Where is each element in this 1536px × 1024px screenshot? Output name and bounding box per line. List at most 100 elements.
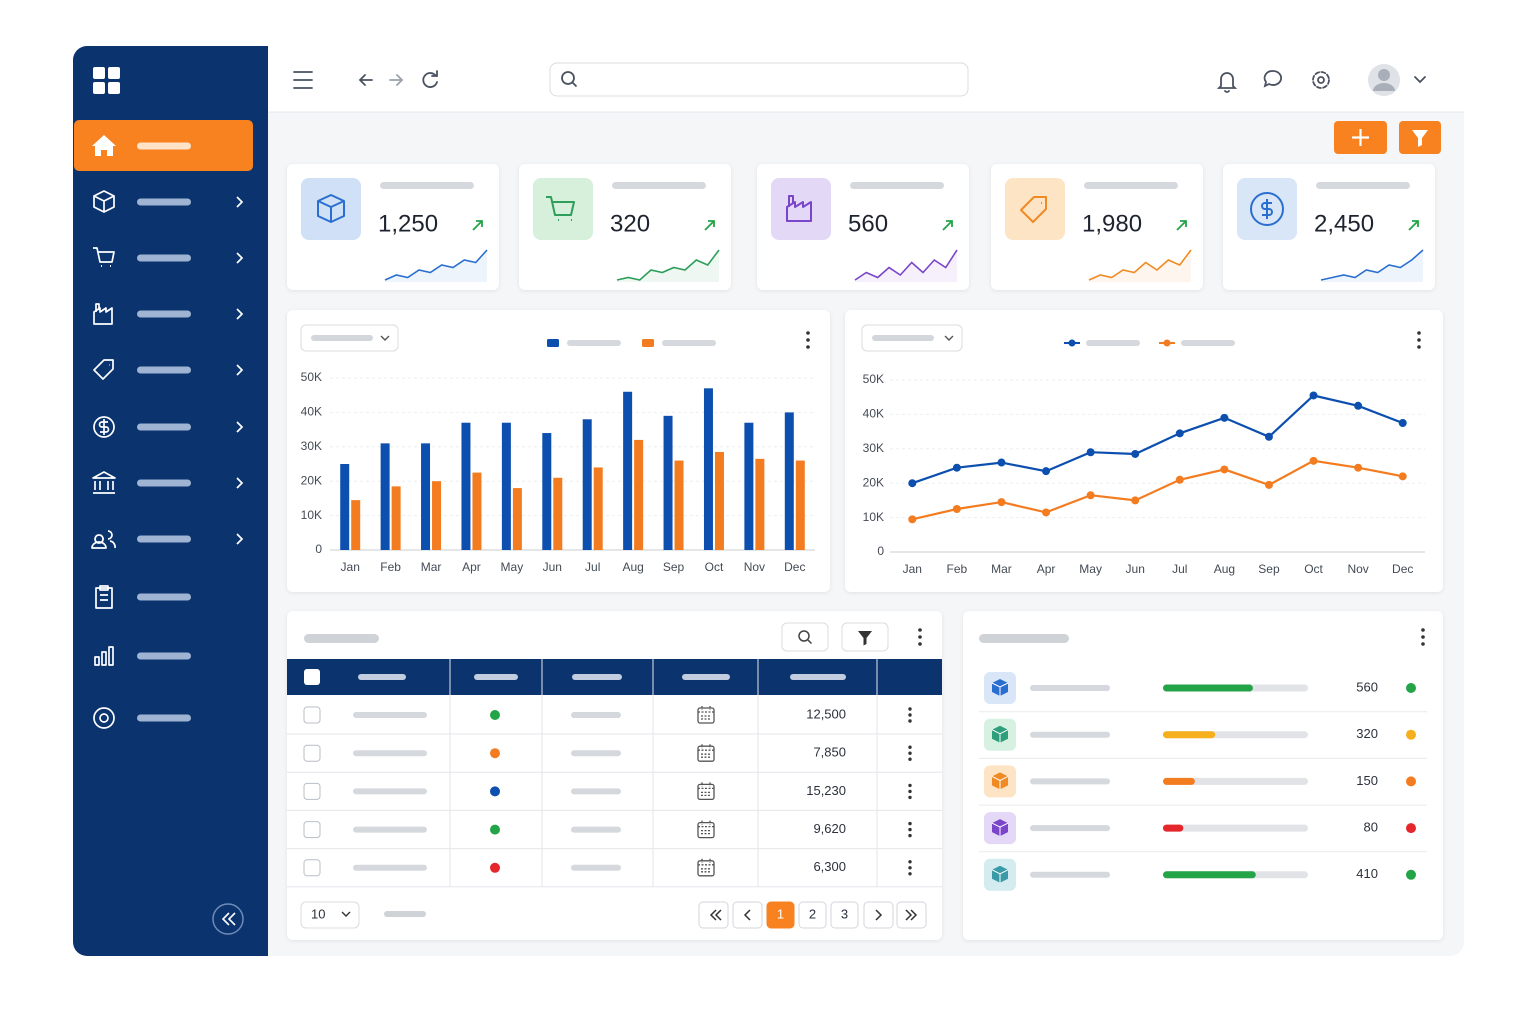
nav-item[interactable] bbox=[91, 530, 244, 549]
icon-part bbox=[317, 194, 345, 223]
nav-icon bbox=[93, 303, 113, 325]
y-tick-label: 0 bbox=[315, 542, 322, 556]
row-menu[interactable] bbox=[908, 745, 912, 761]
nav-label-placeholder bbox=[137, 652, 191, 660]
add-button[interactable] bbox=[1334, 121, 1387, 154]
menu-button[interactable] bbox=[293, 71, 313, 89]
bar-chart-menu[interactable] bbox=[806, 331, 810, 349]
row-checkbox[interactable] bbox=[303, 744, 321, 762]
y-tick-label: 10K bbox=[301, 508, 322, 522]
icon-part bbox=[1020, 196, 1047, 223]
bar bbox=[461, 422, 471, 550]
next-page-button[interactable] bbox=[863, 901, 894, 929]
x-tick-label: Jul bbox=[1172, 562, 1187, 576]
icon-part bbox=[786, 195, 812, 222]
icon-part bbox=[698, 820, 714, 835]
page-button[interactable] bbox=[766, 901, 795, 929]
x-tick-label: Mar bbox=[421, 560, 442, 574]
row-menu[interactable] bbox=[908, 707, 912, 723]
sparkline bbox=[854, 249, 958, 281]
first-page-button[interactable] bbox=[698, 901, 729, 929]
nav-label-placeholder bbox=[137, 535, 191, 543]
nav-icon bbox=[93, 359, 114, 380]
row-menu[interactable] bbox=[908, 860, 912, 876]
profile-dropdown[interactable] bbox=[1414, 76, 1426, 84]
icon-part bbox=[93, 303, 113, 325]
table-filter-button[interactable] bbox=[841, 622, 889, 652]
icon-part bbox=[697, 745, 715, 762]
line-chart-dropdown[interactable] bbox=[861, 324, 963, 352]
y-tick-label: 20K bbox=[301, 473, 322, 487]
bar-chart-dropdown[interactable] bbox=[300, 324, 399, 352]
nav-item[interactable] bbox=[93, 707, 191, 729]
prev-page-button[interactable] bbox=[732, 901, 763, 929]
kpi-label-placeholder bbox=[612, 182, 706, 189]
nav-chevron bbox=[236, 533, 244, 545]
table-menu[interactable] bbox=[918, 628, 922, 646]
legend-marker bbox=[1163, 339, 1171, 347]
item-value: 320 bbox=[1356, 726, 1378, 741]
row-checkbox[interactable] bbox=[303, 859, 321, 877]
nav-item[interactable] bbox=[95, 585, 191, 609]
bar bbox=[714, 451, 724, 550]
sparkline-area bbox=[855, 250, 957, 282]
row-checkbox[interactable] bbox=[303, 821, 321, 839]
notifications-button[interactable] bbox=[1216, 72, 1238, 93]
row-menu[interactable] bbox=[908, 821, 912, 838]
top-icons bbox=[293, 70, 1426, 93]
line-point bbox=[1131, 496, 1140, 505]
table-body: 12,500 7,850 15,230 9,620 6,300 bbox=[287, 659, 942, 888]
nav-item[interactable] bbox=[74, 120, 253, 171]
nav-item[interactable] bbox=[93, 190, 244, 213]
refresh-button[interactable] bbox=[422, 70, 438, 88]
kpi-icon bbox=[786, 195, 812, 222]
item-label-placeholder bbox=[1030, 871, 1110, 878]
bar bbox=[784, 412, 794, 550]
avatar[interactable] bbox=[1368, 64, 1400, 96]
search-box[interactable] bbox=[549, 62, 969, 97]
list-menu[interactable] bbox=[1421, 628, 1425, 646]
line-series bbox=[911, 394, 1404, 485]
bar bbox=[472, 472, 482, 550]
page-size: 10 bbox=[311, 906, 325, 921]
filter-button[interactable] bbox=[1399, 121, 1441, 154]
row-menu[interactable] bbox=[908, 783, 912, 800]
logo bbox=[93, 67, 120, 94]
line-point bbox=[1175, 475, 1184, 484]
page-size-select[interactable]: 10 bbox=[300, 901, 360, 929]
nav-item[interactable] bbox=[93, 247, 244, 267]
nav-item[interactable] bbox=[93, 303, 244, 325]
forward-button[interactable] bbox=[389, 74, 404, 86]
page-button[interactable] bbox=[798, 901, 827, 929]
list-panel bbox=[963, 611, 1443, 940]
progress-fill bbox=[1163, 731, 1216, 739]
y-tick-label: 30K bbox=[301, 439, 322, 453]
line-chart-menu[interactable] bbox=[1417, 331, 1421, 349]
status-dot bbox=[490, 786, 500, 797]
back-button[interactable] bbox=[358, 74, 373, 86]
nav-item[interactable] bbox=[94, 646, 191, 666]
icon-part bbox=[698, 858, 714, 873]
collapse-button[interactable] bbox=[212, 903, 244, 935]
settings-button[interactable] bbox=[1312, 71, 1330, 89]
nav-item[interactable] bbox=[93, 359, 244, 380]
line-point bbox=[1042, 508, 1051, 517]
home-icon bbox=[92, 135, 116, 156]
nav-item[interactable] bbox=[93, 416, 244, 438]
kpi-value: 320 bbox=[610, 210, 650, 237]
line-point bbox=[997, 498, 1006, 507]
row-checkbox[interactable] bbox=[303, 782, 321, 800]
icon-part bbox=[98, 419, 110, 435]
icon-part bbox=[905, 909, 918, 921]
messages-button[interactable] bbox=[1263, 70, 1282, 88]
nav-item[interactable] bbox=[92, 471, 244, 494]
list-title-placeholder bbox=[979, 634, 1069, 643]
y-tick-label: 50K bbox=[863, 372, 884, 386]
select-all-checkbox[interactable] bbox=[304, 669, 320, 685]
icon-part bbox=[91, 530, 116, 549]
table-search-button[interactable] bbox=[781, 622, 829, 652]
kpi-icon bbox=[317, 194, 345, 223]
page-button[interactable] bbox=[830, 901, 859, 929]
row-checkbox[interactable] bbox=[303, 706, 321, 724]
x-tick-label: Jul bbox=[585, 560, 600, 574]
